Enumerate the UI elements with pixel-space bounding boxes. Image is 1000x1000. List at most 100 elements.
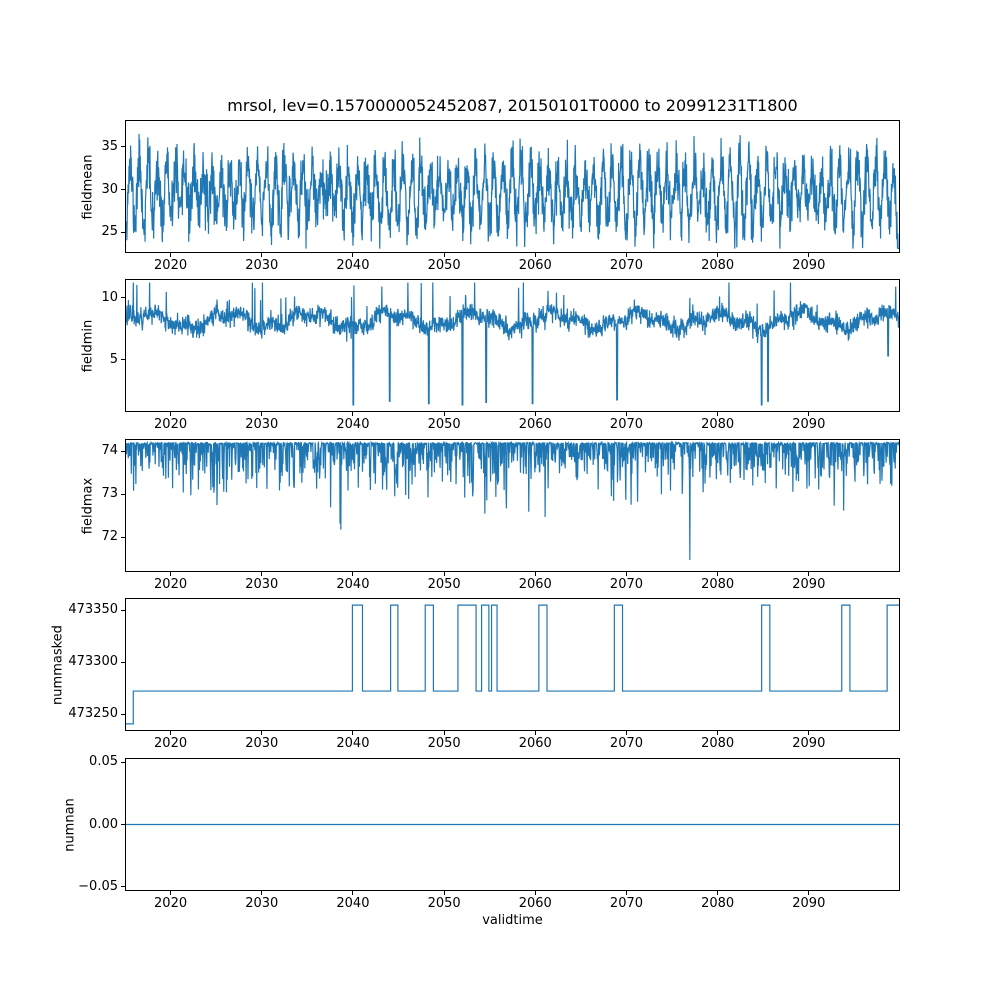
x-tick xyxy=(717,572,719,576)
series-line-fieldmin xyxy=(126,282,899,406)
y-tick-label: 0.00 xyxy=(89,816,118,832)
x-tick xyxy=(534,731,536,735)
x-tick xyxy=(808,731,810,735)
y-axis-label-fieldmin: fieldmin xyxy=(80,319,96,372)
y-tick-label: 72 xyxy=(101,529,118,545)
x-tick-label: 2090 xyxy=(792,417,826,432)
y-tick xyxy=(121,146,125,148)
y-tick-label: 473250 xyxy=(68,706,118,722)
x-tick xyxy=(261,731,263,735)
x-tick-label: 2080 xyxy=(701,258,735,273)
x-tick-label: 2060 xyxy=(518,736,552,751)
x-tick xyxy=(717,731,719,735)
y-tick xyxy=(121,661,125,663)
figure-title: mrsol, lev=0.1570000052452087, 20150101T… xyxy=(227,96,798,115)
x-tick xyxy=(534,253,536,257)
x-tick-label: 2090 xyxy=(792,736,826,751)
x-tick xyxy=(261,412,263,416)
x-tick xyxy=(443,253,445,257)
plot-area-fieldmax xyxy=(126,440,899,560)
y-tick-label: 473350 xyxy=(68,602,118,618)
x-tick-label: 2050 xyxy=(427,896,461,911)
x-tick xyxy=(625,412,627,416)
x-tick xyxy=(625,891,627,895)
subplot-fieldmax xyxy=(125,439,900,572)
subplot-nummasked xyxy=(125,598,900,731)
x-tick xyxy=(261,253,263,257)
y-tick-label: 10 xyxy=(101,289,118,305)
x-tick xyxy=(170,412,172,416)
y-tick xyxy=(121,493,125,495)
y-tick xyxy=(121,761,125,763)
x-tick-label: 2060 xyxy=(518,896,552,911)
x-tick xyxy=(625,253,627,257)
x-tick-label: 2050 xyxy=(427,736,461,751)
x-tick xyxy=(443,412,445,416)
y-tick-label: 5 xyxy=(109,351,118,367)
x-tick-label: 2020 xyxy=(154,896,188,911)
x-tick-label: 2040 xyxy=(336,736,370,751)
x-tick-label: 2080 xyxy=(701,417,735,432)
x-tick-label: 2030 xyxy=(245,896,279,911)
y-axis-label-fieldmax: fieldmax xyxy=(80,477,96,534)
y-tick xyxy=(121,231,125,233)
x-tick-label: 2090 xyxy=(792,577,826,592)
x-tick-label: 2070 xyxy=(609,258,644,273)
subplot-numnan xyxy=(125,758,900,891)
x-tick-label: 2040 xyxy=(336,417,370,432)
y-tick-label: 30 xyxy=(101,181,118,197)
x-tick xyxy=(170,572,172,576)
x-tick xyxy=(808,891,810,895)
x-tick-label: 2090 xyxy=(792,258,826,273)
y-axis-label-nummasked: nummasked xyxy=(50,624,66,705)
x-tick-label: 2050 xyxy=(427,577,461,592)
x-tick xyxy=(352,731,354,735)
x-tick-label: 2070 xyxy=(609,577,644,592)
x-tick-label: 2070 xyxy=(609,736,644,751)
series-line-fieldmean xyxy=(126,133,899,250)
x-tick xyxy=(717,891,719,895)
x-tick-label: 2030 xyxy=(245,577,279,592)
x-tick-label: 2040 xyxy=(336,896,370,911)
x-tick xyxy=(534,572,536,576)
x-tick xyxy=(443,731,445,735)
x-tick xyxy=(352,891,354,895)
x-tick-label: 2050 xyxy=(427,417,461,432)
x-tick-label: 2030 xyxy=(245,258,279,273)
y-tick-label: 74 xyxy=(101,443,118,459)
y-tick xyxy=(121,297,125,299)
plot-area-numnan xyxy=(126,823,899,826)
x-tick-label: 2070 xyxy=(609,417,644,432)
y-tick-label: 473300 xyxy=(68,654,118,670)
x-tick-label: 2060 xyxy=(518,258,552,273)
x-axis-label: validtime xyxy=(482,913,543,928)
x-tick xyxy=(808,412,810,416)
x-tick-label: 2020 xyxy=(154,258,188,273)
x-tick-label: 2050 xyxy=(427,258,461,273)
x-tick-label: 2060 xyxy=(518,577,552,592)
x-tick-label: 2090 xyxy=(792,896,826,911)
x-tick xyxy=(352,253,354,257)
x-tick-label: 2040 xyxy=(336,577,370,592)
x-tick xyxy=(443,572,445,576)
x-tick-label: 2030 xyxy=(245,417,279,432)
y-tick-label: 73 xyxy=(101,486,118,502)
x-tick-label: 2030 xyxy=(245,736,279,751)
y-axis-label-fieldmean: fieldmean xyxy=(80,154,96,219)
subplot-fieldmin xyxy=(125,279,900,412)
plot-area-nummasked xyxy=(126,604,899,725)
y-tick-label: 35 xyxy=(101,138,118,154)
y-tick xyxy=(121,450,125,452)
y-tick xyxy=(121,609,125,611)
x-tick-label: 2020 xyxy=(154,736,188,751)
x-tick xyxy=(717,412,719,416)
x-tick xyxy=(352,412,354,416)
y-tick xyxy=(121,886,125,888)
y-tick-label: 0.05 xyxy=(89,754,118,770)
y-tick xyxy=(121,713,125,715)
y-tick xyxy=(121,536,125,538)
x-tick-label: 2080 xyxy=(701,896,735,911)
x-tick xyxy=(170,731,172,735)
x-tick xyxy=(170,253,172,257)
series-line-nummasked xyxy=(126,604,899,725)
